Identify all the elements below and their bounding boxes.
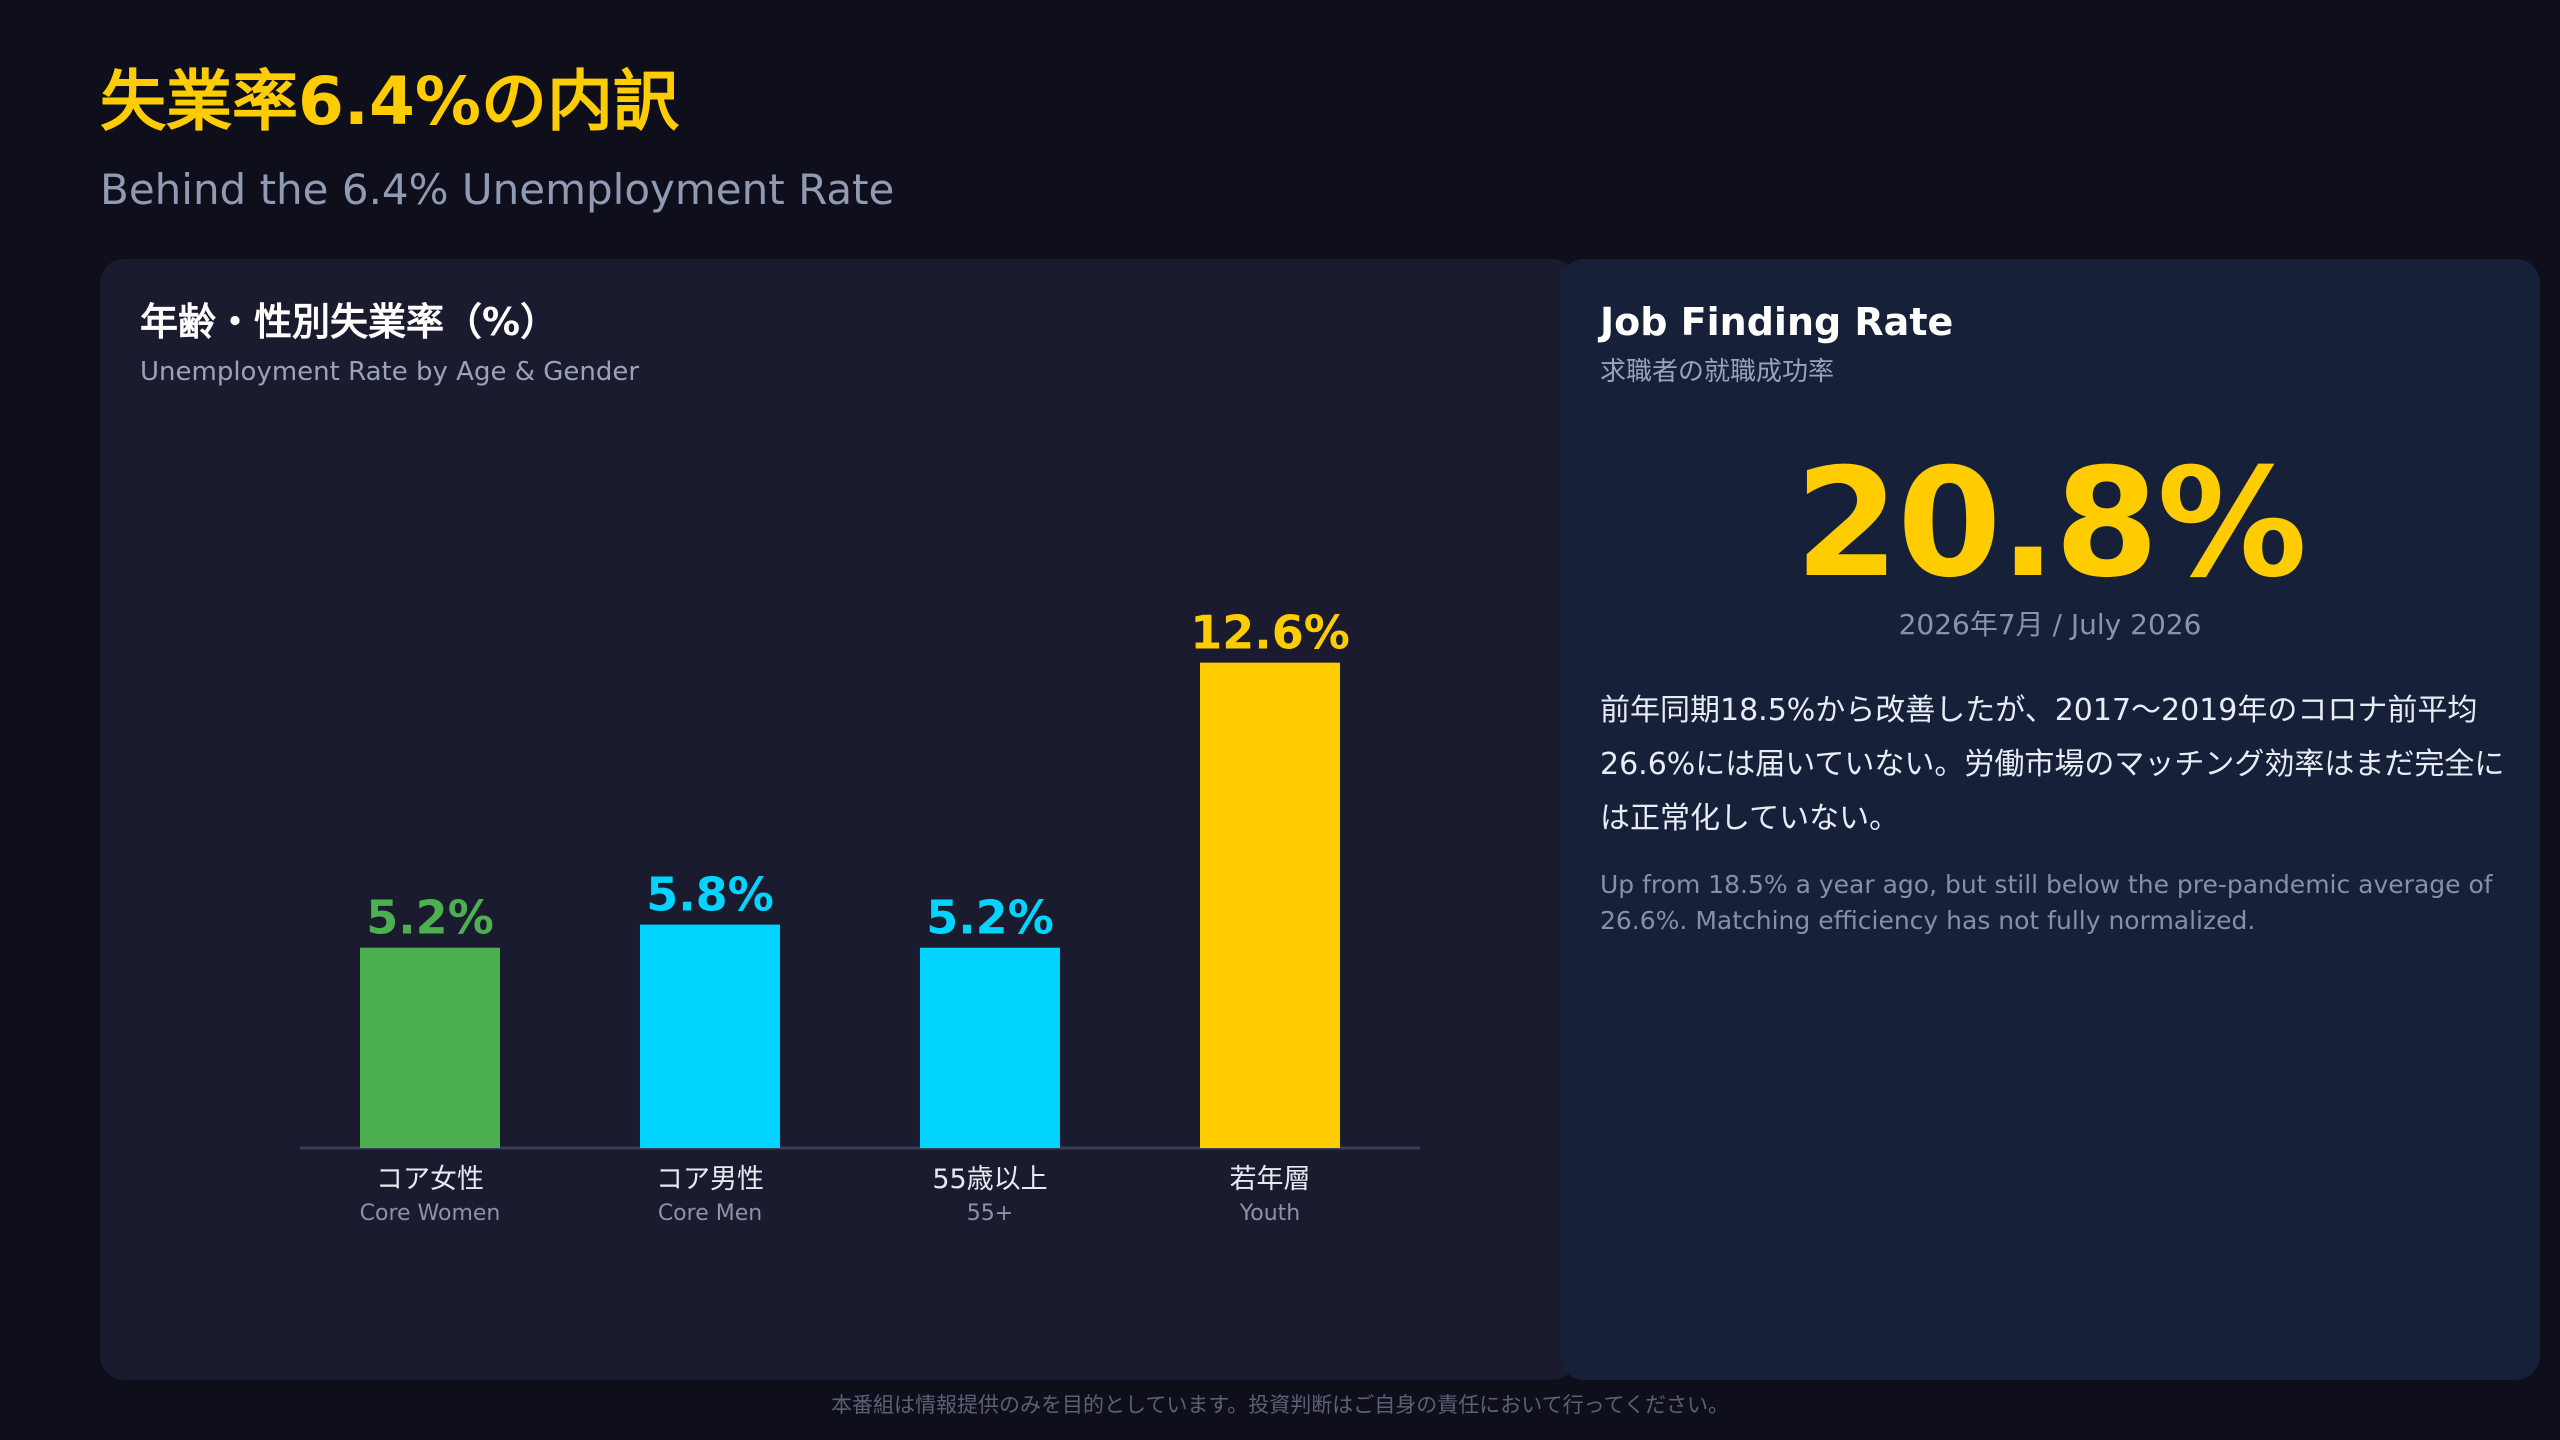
- x-tick-label-en-0: Core Women: [360, 1201, 501, 1226]
- job-finding-value: 20.8%: [1794, 437, 2307, 611]
- job-finding-description-en: Up from 18.5% a year ago, but still belo…: [1600, 870, 2493, 935]
- bar-chart: 5.2% コア女性 Core Women 5.8% コア男性 Core Men 5.2% 55…: [300, 606, 1420, 1226]
- x-tick-label-jp-1: コア男性: [656, 1164, 764, 1195]
- x-tick-label-en-3: Youth: [1239, 1201, 1301, 1226]
- bar-2: [920, 947, 1060, 1148]
- chart-panel: 年齢・性別失業率（%） Unemployment Rate by Age & G…: [100, 259, 1576, 1380]
- bar-1: [640, 924, 780, 1148]
- job-finding-title: Job Finding Rate: [1600, 300, 1954, 344]
- bar-0: [360, 947, 500, 1148]
- x-tick-label-jp-0: コア女性: [376, 1164, 484, 1195]
- page-title: 失業率6.4%の内訳: [100, 63, 680, 140]
- x-tick-label-en-1: Core Men: [658, 1201, 762, 1226]
- bar-value-label-3: 12.6%: [1190, 606, 1350, 660]
- chart-panel-subtitle: Unemployment Rate by Age & Gender: [140, 357, 640, 387]
- chart-panel-title: 年齢・性別失業率（%）: [140, 300, 559, 344]
- job-finding-description-jp: 前年同期18.5%から改善したが、2017〜2019年のコロナ前平均26.6%に…: [1600, 693, 2505, 836]
- bar-3: [1200, 662, 1340, 1148]
- bar-value-label-0: 5.2%: [366, 891, 494, 945]
- disclaimer: 本番組は情報提供のみを目的としています。投資判断はご自身の責任において行ってくだ…: [831, 1393, 1729, 1417]
- page-subtitle: Behind the 6.4% Unemployment Rate: [100, 165, 895, 214]
- bar-value-label-2: 5.2%: [926, 891, 1054, 945]
- job-finding-panel: Job Finding Rate 求職者の就職成功率 20.8% 2026年7月…: [1560, 259, 2540, 1380]
- x-tick-label-jp-2: 55歳以上: [932, 1164, 1047, 1195]
- job-finding-date: 2026年7月 / July 2026: [1898, 608, 2202, 641]
- x-tick-label-jp-3: 若年層: [1230, 1164, 1311, 1195]
- job-finding-subtitle: 求職者の就職成功率: [1600, 357, 1835, 387]
- x-tick-label-en-2: 55+: [967, 1201, 1013, 1226]
- bar-value-label-1: 5.8%: [646, 868, 774, 922]
